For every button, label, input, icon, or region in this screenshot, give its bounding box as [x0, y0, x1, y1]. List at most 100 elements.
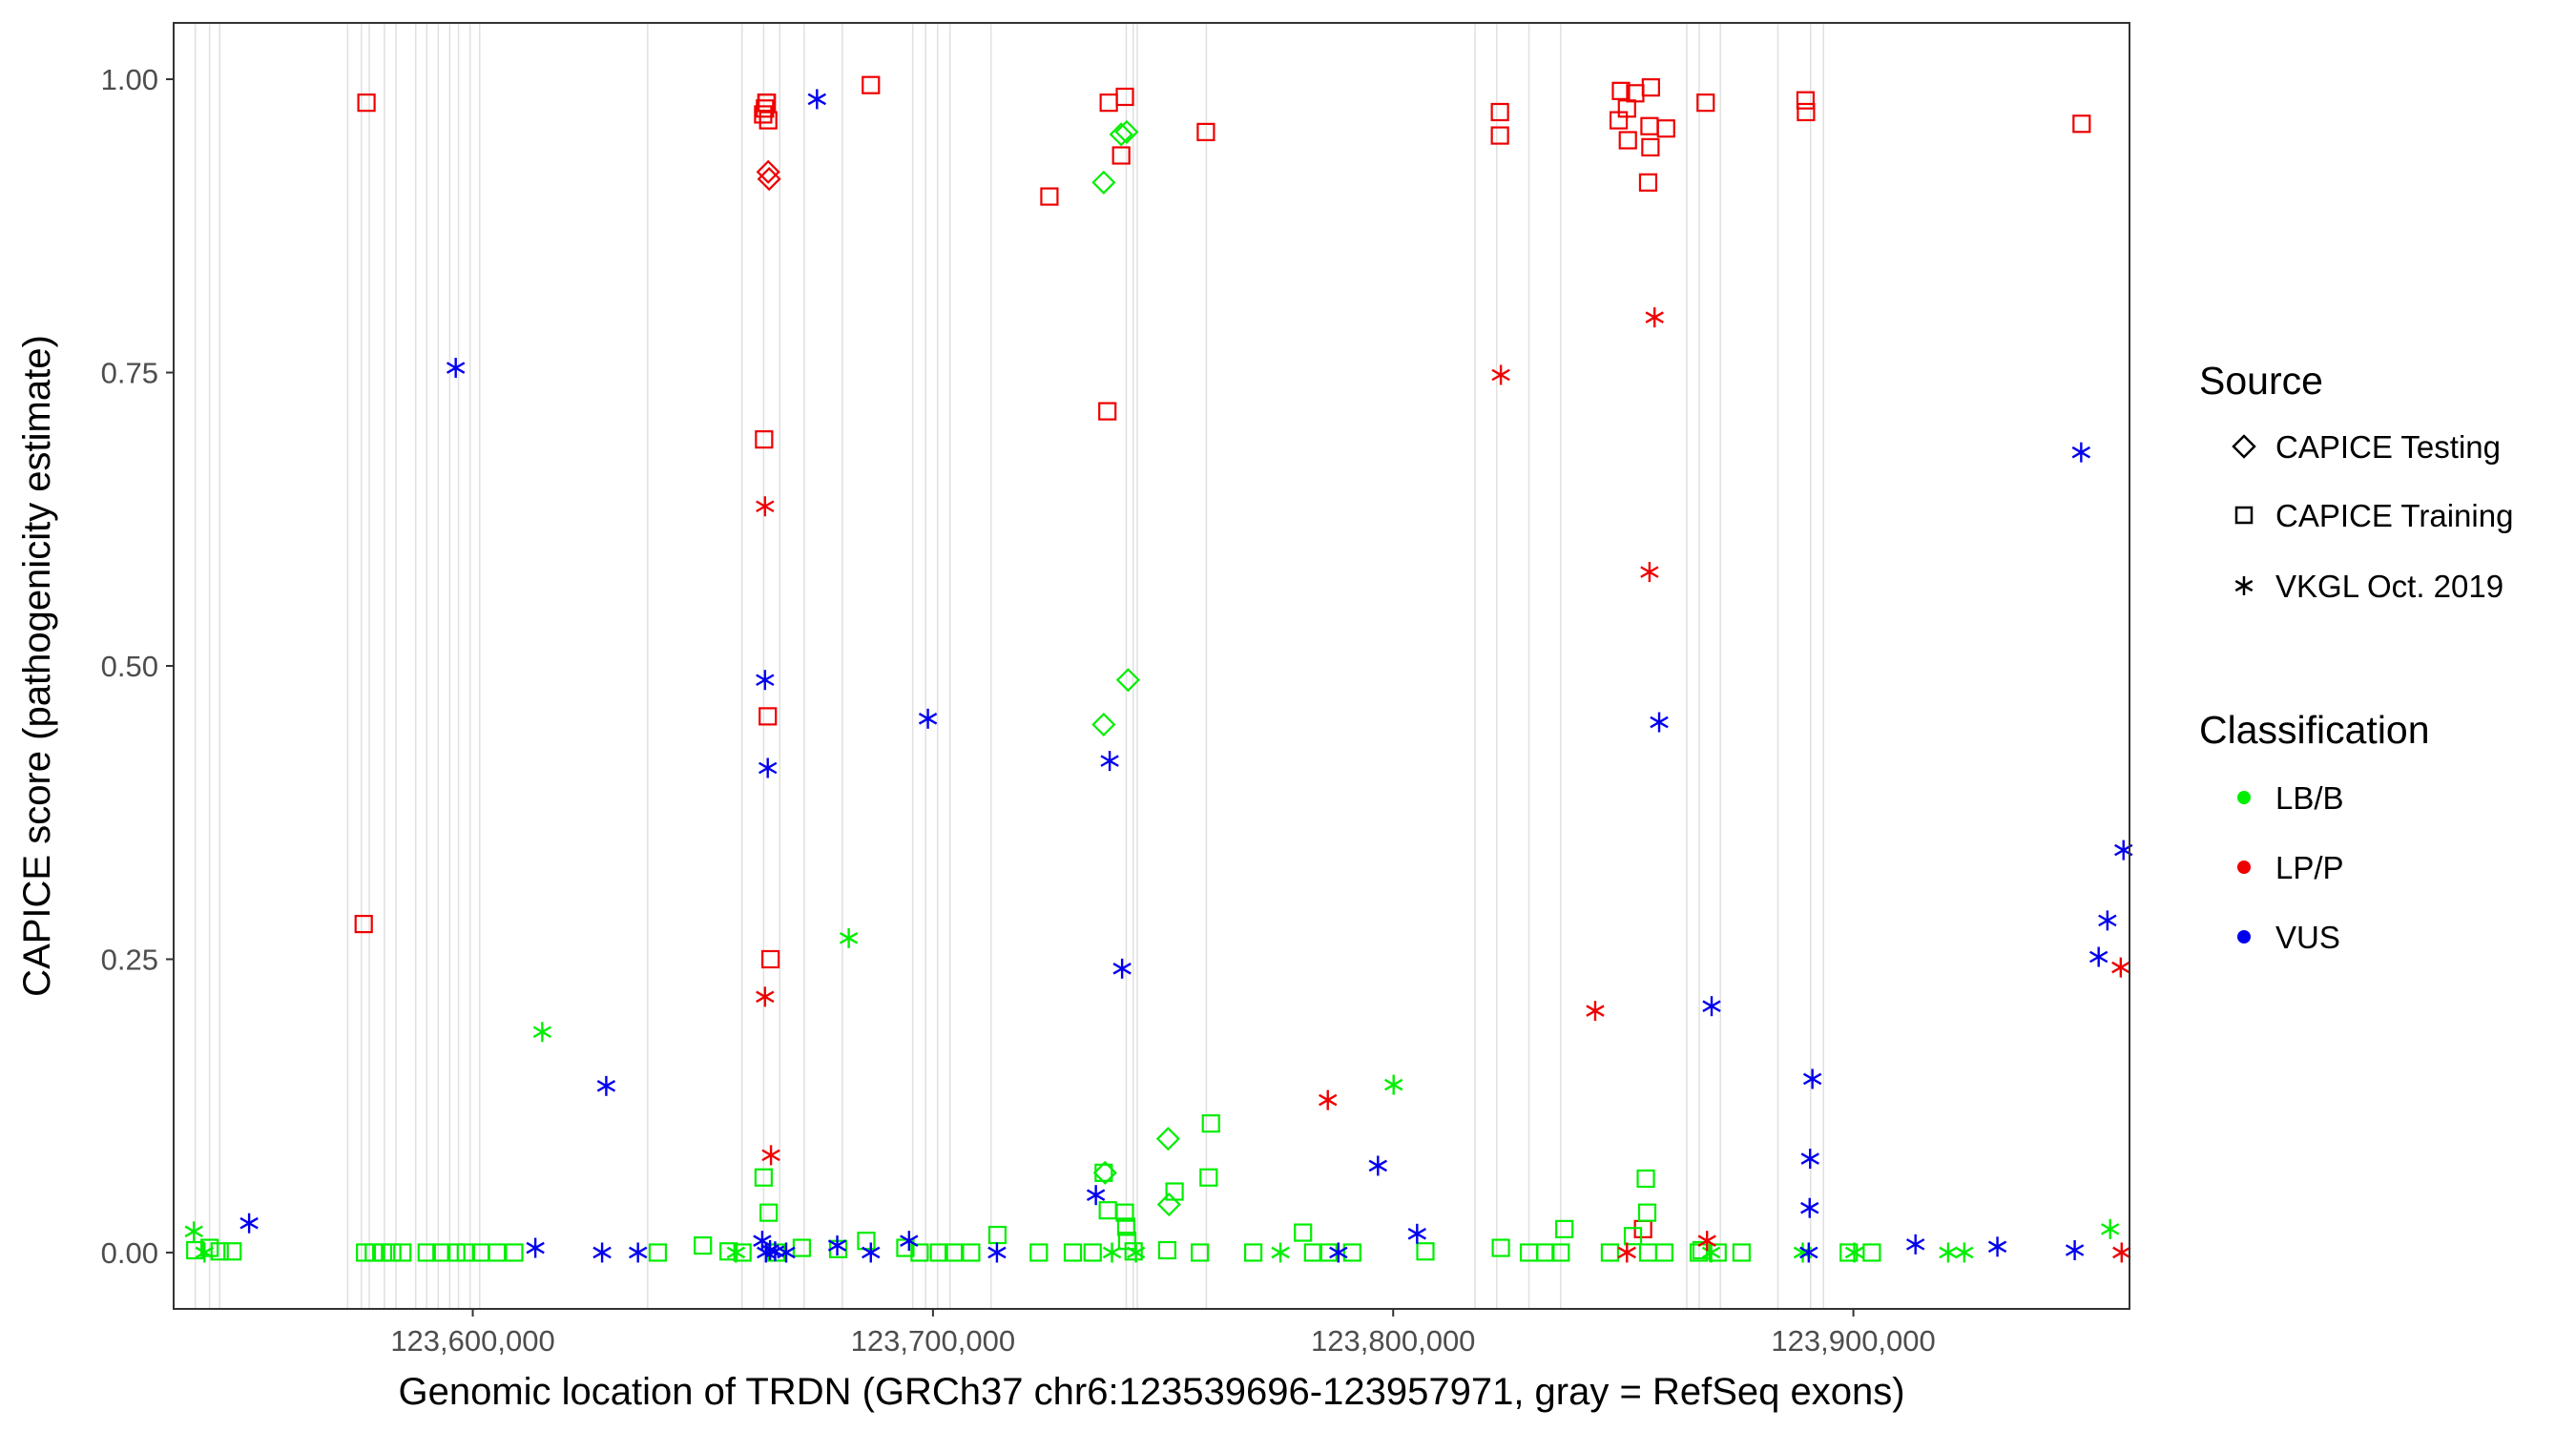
- data-point-square: [373, 1243, 393, 1262]
- asterisk-stroke: [526, 1241, 545, 1255]
- data-point-asterisk: [1906, 1234, 1925, 1255]
- data-point-asterisk: [753, 1231, 772, 1252]
- data-point-square: [393, 1243, 412, 1262]
- data-point-square: [756, 99, 775, 118]
- asterisk-stroke: [1697, 1234, 1716, 1247]
- data-point-asterisk: [1697, 1231, 1716, 1252]
- asterisk-stroke: [446, 362, 466, 374]
- data-point-asterisk: [1319, 1089, 1338, 1110]
- asterisk-stroke: [239, 1216, 259, 1230]
- red-dot-icon: [2237, 861, 2251, 874]
- data-point-asterisk: [777, 1242, 796, 1263]
- asterisk-stroke: [1491, 368, 1510, 382]
- data-point-asterisk: [629, 1242, 648, 1263]
- legend-item-label: VKGL Oct. 2019: [2275, 569, 2503, 604]
- asterisk-stroke: [1800, 1152, 1819, 1165]
- x-tick-label: 123,700,000: [851, 1324, 1015, 1358]
- data-point-diamond: [1091, 170, 1116, 195]
- asterisk-stroke: [1802, 1072, 1822, 1086]
- data-point-square: [1490, 126, 1509, 145]
- data-point-square: [910, 1243, 929, 1262]
- data-point-square: [1098, 402, 1117, 421]
- data-point-asterisk: [862, 1242, 881, 1263]
- data-point-asterisk: [1112, 958, 1132, 979]
- asterisk-stroke: [753, 1234, 772, 1247]
- data-point-asterisk: [1955, 1242, 1974, 1263]
- data-point-asterisk: [1799, 1242, 1818, 1263]
- diamond-icon: [2232, 434, 2256, 459]
- data-point-square: [944, 1243, 964, 1262]
- data-point-square: [1656, 119, 1675, 138]
- plot-panel-border: [173, 22, 2130, 1310]
- data-point-square: [1117, 1232, 1137, 1251]
- asterisk-stroke: [592, 1246, 612, 1259]
- legend: Source CAPICE Testing CAPICE Training VK…: [2199, 359, 2513, 955]
- data-point-asterisk: [756, 496, 775, 517]
- legend-source-title: Source: [2199, 359, 2323, 403]
- data-point-square: [1654, 1243, 1673, 1262]
- axis-ticks: 0.00 0.25 0.50 0.75 1.00 123,600,000 123,700,0…: [101, 63, 1936, 1358]
- asterisk-stroke: [777, 1246, 796, 1259]
- data-point-square: [417, 1243, 436, 1262]
- data-point-asterisk: [900, 1231, 919, 1252]
- legend-item-label: VUS: [2275, 920, 2340, 955]
- data-point-diamond: [756, 159, 780, 184]
- data-point-square: [488, 1243, 507, 1262]
- data-point-square: [1641, 78, 1660, 97]
- exon-lines: [194, 23, 1824, 1309]
- asterisk-stroke: [1100, 755, 1119, 767]
- data-point-diamond: [1155, 1127, 1180, 1151]
- asterisk-stroke: [1701, 1246, 1721, 1259]
- data-point-asterisk: [2098, 910, 2117, 931]
- data-point-asterisk: [2088, 946, 2109, 967]
- data-point-asterisk: [2101, 1218, 2120, 1239]
- legend-item-label: LB/B: [2275, 780, 2344, 816]
- asterisk-stroke: [765, 1245, 785, 1258]
- data-point-square: [754, 1168, 773, 1187]
- data-point-diamond: [1109, 122, 1133, 147]
- data-point-asterisk: [532, 1022, 552, 1043]
- data-point-diamond: [1115, 668, 1140, 693]
- data-point-asterisk: [1086, 1185, 1106, 1206]
- data-point-asterisk: [761, 1145, 780, 1166]
- x-tick-label: 123,900,000: [1771, 1324, 1935, 1358]
- x-tick-label: 123,800,000: [1311, 1324, 1475, 1358]
- data-point-square: [1199, 1168, 1218, 1187]
- data-point-square: [1611, 81, 1631, 100]
- asterisk-stroke: [2098, 914, 2117, 927]
- asterisk-stroke: [1319, 1093, 1338, 1107]
- data-point-asterisk: [446, 358, 466, 379]
- x-axis-title: Genomic location of TRDN (GRCh37 chr6:12…: [398, 1371, 1904, 1413]
- y-axis-title: CAPICE score (pathogenicity estimate): [16, 335, 58, 997]
- data-point-asterisk: [1100, 751, 1119, 772]
- data-point-asterisk: [184, 1221, 203, 1242]
- data-point-square: [1637, 1203, 1657, 1222]
- data-point-diamond: [1114, 119, 1139, 144]
- asterisk-stroke: [195, 1246, 215, 1259]
- data-point-square: [648, 1243, 668, 1262]
- asterisk-stroke: [2111, 961, 2130, 974]
- data-point-asterisk: [726, 1242, 746, 1263]
- asterisk-stroke: [1112, 963, 1132, 975]
- data-point-square: [223, 1242, 242, 1261]
- data-point-asterisk: [1800, 1149, 1819, 1170]
- data-point-asterisk: [839, 927, 859, 948]
- data-point-asterisk: [1800, 1197, 1819, 1218]
- data-point-square: [1696, 93, 1715, 113]
- asterisk-stroke: [2065, 1244, 2085, 1256]
- data-point-square: [1191, 1243, 1210, 1262]
- asterisk-stroke: [1086, 1189, 1106, 1201]
- data-point-square: [1618, 131, 1637, 150]
- data-point-square: [1201, 1114, 1220, 1133]
- data-point-square: [1243, 1243, 1263, 1262]
- legend-item-lb-b: LB/B: [2237, 780, 2344, 816]
- asterisk-stroke: [1987, 1240, 2007, 1254]
- asterisk-stroke: [1102, 1246, 1122, 1259]
- data-point-asterisk: [526, 1237, 545, 1258]
- asterisk-stroke: [862, 1246, 881, 1259]
- data-point-square: [754, 105, 773, 124]
- data-point-square: [357, 93, 376, 113]
- asterisk-stroke: [2112, 1246, 2131, 1259]
- data-point-square: [1839, 1243, 1859, 1262]
